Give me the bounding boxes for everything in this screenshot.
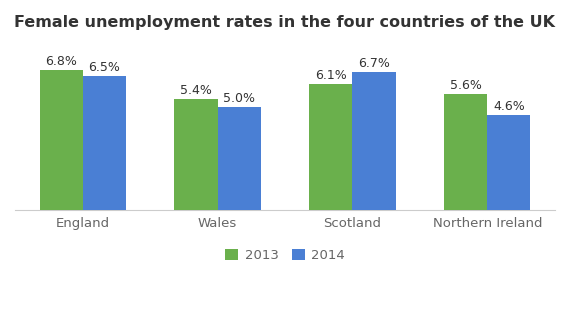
Bar — [83, 76, 126, 210]
Text: 6.1%: 6.1% — [315, 69, 347, 82]
Title: Female unemployment rates in the four countries of the UK: Female unemployment rates in the four co… — [14, 15, 556, 30]
Text: 5.0%: 5.0% — [223, 92, 255, 105]
Text: 6.8%: 6.8% — [45, 55, 77, 68]
Bar — [444, 94, 487, 210]
Bar — [39, 70, 83, 210]
Text: 5.4%: 5.4% — [180, 84, 212, 97]
Bar — [218, 107, 260, 210]
Text: 5.6%: 5.6% — [450, 79, 482, 92]
Bar — [487, 115, 531, 210]
Bar — [352, 72, 396, 210]
Bar — [310, 84, 352, 210]
Legend: 2013, 2014: 2013, 2014 — [219, 244, 351, 267]
Text: 6.7%: 6.7% — [358, 57, 390, 70]
Text: 4.6%: 4.6% — [493, 100, 525, 113]
Bar — [174, 99, 218, 210]
Text: 6.5%: 6.5% — [88, 61, 120, 74]
